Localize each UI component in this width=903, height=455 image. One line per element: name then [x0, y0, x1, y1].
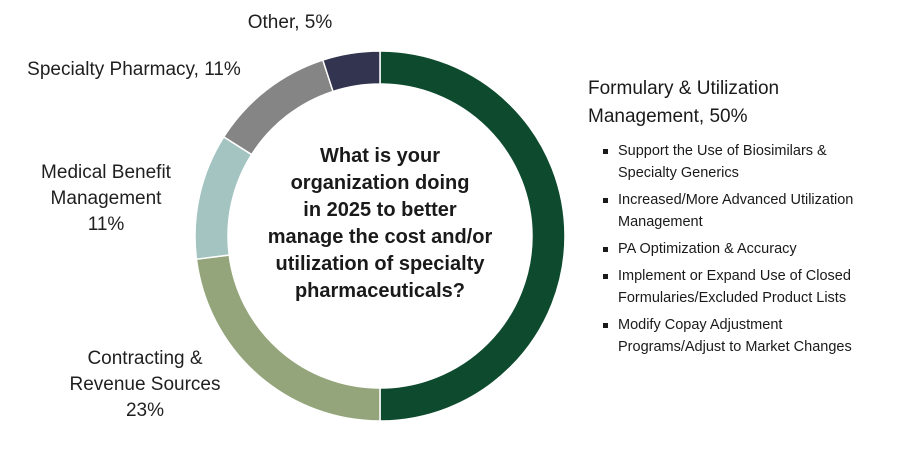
label-specialty-pharmacy: Specialty Pharmacy, 11% — [18, 57, 250, 83]
center-question-line: utilization of specialty — [275, 253, 485, 275]
detail-line: Formularies/Excluded Product Lists — [618, 290, 847, 306]
slice-label-line: Management, 50% — [588, 106, 748, 127]
slice-label-line: Specialty Pharmacy, 11% — [27, 59, 241, 80]
slice-label-line: Contracting & — [87, 348, 203, 369]
formulary-detail-item: Implement or Expand Use of Closed Formul… — [603, 265, 893, 309]
detail-line: Increased/More Advanced Utilization — [618, 192, 854, 208]
detail-line: Modify Copay Adjustment — [618, 317, 783, 333]
formulary-detail-item: Support the Use of Biosimilars & Special… — [603, 140, 893, 184]
formulary-detail-item: PA Optimization & Accuracy — [603, 238, 893, 260]
slice-label-line: Revenue Sources — [69, 374, 221, 395]
slice-label-line: 23% — [125, 400, 165, 421]
detail-line: Programs/Adjust to Market Changes — [618, 339, 852, 355]
slice-label-line: Management — [50, 188, 162, 209]
slice-label-line: Formulary & Utilization — [588, 78, 780, 99]
formulary-detail-item: Modify Copay Adjustment Programs/Adjust … — [603, 314, 893, 358]
label-contracting-revenue: Contracting & Revenue Sources 23% — [62, 346, 228, 424]
slice-medical-benefit — [194, 135, 253, 261]
label-other: Other, 5% — [238, 10, 342, 36]
detail-line: PA Optimization & Accuracy — [618, 241, 797, 257]
label-formulary-utilization: Formulary & Utilization Management, 50% — [588, 75, 779, 131]
label-medical-benefit: Medical Benefit Management 11% — [20, 160, 192, 238]
formulary-detail-item: Increased/More Advanced Utilization Mana… — [603, 189, 893, 233]
slice-label-line: 11% — [87, 214, 125, 235]
center-question-line: in 2025 to better — [303, 199, 457, 221]
center-question: What is your organization doing in 2025 … — [265, 143, 495, 305]
center-question-line: pharmaceuticals? — [294, 280, 466, 302]
slice-other — [321, 50, 381, 93]
detail-line: Support the Use of Biosimilars & — [618, 143, 827, 159]
center-question-line: manage the cost and/or — [267, 226, 493, 248]
detail-line: Management — [618, 214, 703, 230]
detail-line: Specialty Generics — [618, 165, 739, 181]
formulary-detail-list: Support the Use of Biosimilars & Special… — [603, 140, 893, 363]
slice-formulary-utilization — [379, 50, 566, 422]
slice-label-line: Other, 5% — [247, 12, 333, 33]
detail-line: Implement or Expand Use of Closed — [618, 268, 851, 284]
center-question-line: organization doing — [290, 172, 470, 194]
center-question-line: What is your — [319, 145, 440, 167]
slice-label-line: Medical Benefit — [41, 162, 171, 183]
